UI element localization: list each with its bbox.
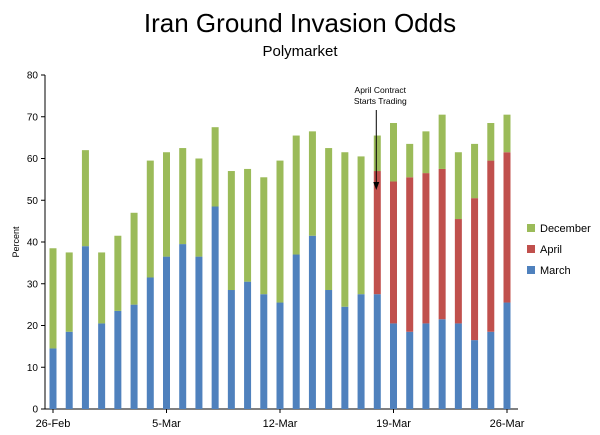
bar-segment-december (292, 135, 300, 255)
legend-swatch-april (527, 245, 535, 253)
bar-segment-march (49, 348, 57, 409)
bar-segment-december (179, 148, 187, 245)
y-tick-label: 30 (27, 279, 39, 290)
legend-swatch-march (527, 266, 535, 274)
bar-segment-march (146, 277, 154, 409)
bar-segment-march (179, 244, 187, 409)
bar-segment-march (114, 310, 122, 409)
bar-segment-march (195, 256, 203, 409)
bar-segment-march (227, 290, 235, 409)
x-tick-label: 26-Mar (490, 418, 525, 430)
bar-segment-december (227, 171, 235, 291)
bar-segment-march (454, 323, 462, 409)
bar-segment-december (146, 160, 154, 278)
bar-segment-march (276, 302, 284, 409)
bar-segment-december (195, 158, 203, 257)
x-tick-label: 12-Mar (263, 418, 298, 430)
bar-segment-april (503, 152, 511, 303)
x-tick-label: 19-Mar (376, 418, 411, 430)
x-tick-label: 26-Feb (36, 418, 71, 430)
bar-segment-december (422, 131, 430, 174)
bar-segment-april (487, 160, 495, 332)
bar-segment-december (163, 152, 170, 257)
bar-segment-december (260, 177, 268, 295)
bar-segment-april (422, 173, 430, 324)
bar-segment-april (454, 219, 462, 324)
y-tick-label: 40 (27, 238, 39, 249)
bar-segment-march (325, 290, 333, 409)
bar-segment-march (308, 235, 316, 409)
bar-segment-december (81, 150, 89, 247)
bar-segment-april (471, 198, 479, 341)
bar-segment-march (487, 331, 495, 409)
bar-segment-december (487, 123, 495, 161)
bar-segment-december (390, 123, 397, 182)
bar-segment-march (163, 256, 170, 409)
bar-segment-april (390, 181, 397, 324)
y-tick-label: 80 (27, 71, 39, 82)
bar-segment-march (65, 331, 73, 409)
chart-title: Iran Ground Invasion Odds (144, 8, 456, 38)
bar-segment-march (260, 294, 268, 409)
bar-segment-december (438, 114, 446, 169)
bar-segment-march (471, 340, 479, 409)
bar-segment-december (308, 131, 316, 236)
bar-segment-march (81, 246, 89, 409)
bar-segment-december (325, 148, 333, 291)
y-tick-label: 20 (27, 321, 39, 332)
x-tick-label: 5-Mar (152, 418, 181, 430)
legend: December April March (527, 223, 591, 277)
y-tick-label: 70 (27, 112, 39, 123)
legend-swatch-december (527, 224, 535, 232)
bar-segment-december (65, 252, 73, 332)
bar-segment-december (373, 135, 381, 172)
bar-segment-december (211, 127, 219, 207)
bar-segment-december (98, 252, 106, 324)
bar-segment-march (422, 323, 430, 409)
bar-segment-march (406, 331, 414, 409)
bar-segment-march (390, 323, 397, 409)
bar-segment-march (292, 254, 300, 409)
bar-segment-april (406, 177, 414, 332)
bars (49, 114, 511, 410)
bar-segment-december (406, 143, 414, 178)
annotation-text: April Contract (355, 85, 407, 95)
legend-label-december: December (540, 223, 591, 235)
bar-segment-december (244, 168, 252, 282)
bar-segment-march (98, 323, 106, 409)
bar-segment-december (471, 143, 479, 199)
y-tick-label: 10 (27, 363, 39, 374)
bar-segment-december (276, 160, 284, 303)
bar-segment-december (130, 212, 138, 305)
bar-segment-march (357, 294, 365, 409)
bar-segment-march (244, 281, 252, 409)
y-tick-label: 0 (32, 405, 38, 416)
bar-segment-march (503, 302, 511, 409)
bar-segment-march (341, 306, 349, 409)
bar-segment-march (130, 304, 138, 410)
y-axis-label: Percent (11, 226, 21, 258)
bar-segment-march (438, 319, 446, 409)
y-tick-label: 50 (27, 196, 39, 207)
bar-segment-december (341, 152, 349, 307)
bar-segment-december (454, 152, 462, 220)
annotation-arrow-head (373, 182, 380, 190)
bar-segment-march (211, 206, 219, 409)
bar-segment-december (49, 248, 57, 349)
bar-segment-december (357, 156, 365, 295)
legend-label-march: March (540, 265, 571, 277)
y-tick-label: 60 (27, 154, 39, 165)
bar-segment-april (373, 171, 381, 295)
legend-label-april: April (540, 244, 562, 256)
bar-segment-december (503, 114, 511, 153)
bar-segment-april (438, 168, 446, 320)
bar-segment-december (114, 235, 122, 311)
bar-segment-march (373, 294, 381, 409)
annotation-text: Starts Trading (354, 96, 407, 106)
chart-subtitle: Polymarket (262, 43, 338, 60)
x-axis-ticks: 26-Feb 5-Mar 12-Mar 19-Mar 26-Mar (36, 409, 525, 430)
